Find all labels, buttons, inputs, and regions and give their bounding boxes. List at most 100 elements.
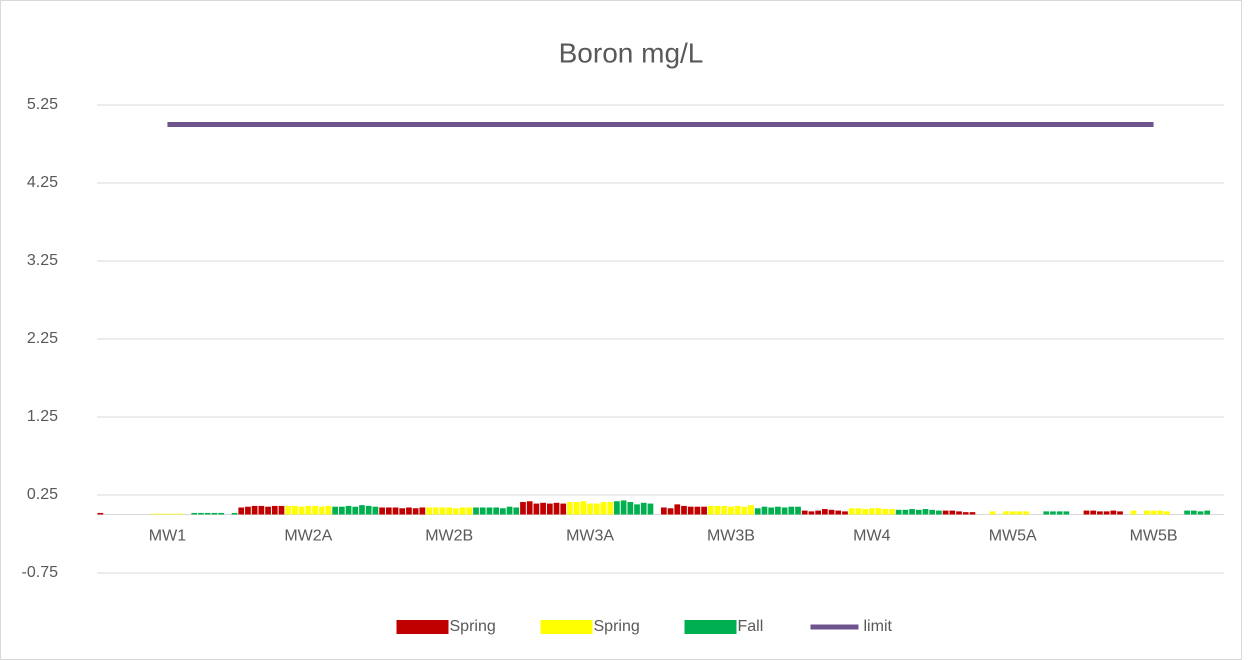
bar <box>513 507 520 515</box>
bar <box>1157 510 1164 515</box>
bar <box>473 507 479 515</box>
x-tick-label: MW3B <box>707 528 755 545</box>
bar <box>855 508 862 515</box>
bar <box>909 509 915 515</box>
bar <box>929 509 936 515</box>
bar <box>808 511 815 515</box>
bar <box>1103 511 1110 515</box>
bar <box>1110 510 1117 515</box>
bar <box>848 508 855 515</box>
bar <box>775 506 781 515</box>
bar <box>694 506 701 515</box>
bar <box>305 505 312 515</box>
bar <box>171 513 177 515</box>
bar <box>734 505 741 515</box>
bar <box>902 509 909 515</box>
bar <box>479 507 486 515</box>
bar <box>453 508 459 515</box>
bar <box>1090 510 1097 515</box>
bar <box>781 507 788 515</box>
bar <box>989 511 996 515</box>
bar <box>842 511 848 515</box>
bar <box>969 512 976 515</box>
bar <box>412 508 419 515</box>
bar <box>493 507 499 515</box>
bar <box>553 502 560 515</box>
bar <box>1056 511 1063 515</box>
legend-swatch <box>684 620 737 634</box>
y-tick-label: 1.25 <box>27 408 58 425</box>
y-tick-label: 5.25 <box>27 96 58 113</box>
bar <box>748 505 754 515</box>
x-tick-label: MW2A <box>284 528 332 545</box>
bar <box>392 507 399 515</box>
bar <box>728 506 734 515</box>
bar <box>640 502 647 515</box>
bar <box>1083 510 1090 515</box>
bar <box>285 505 292 515</box>
bar <box>1097 511 1103 515</box>
bar <box>828 509 835 515</box>
bar <box>580 501 587 515</box>
bar <box>936 510 942 515</box>
bar <box>761 506 768 515</box>
bar <box>754 508 761 515</box>
bar <box>1197 511 1204 515</box>
bar <box>204 512 211 515</box>
bar <box>862 509 868 515</box>
bar <box>607 502 614 515</box>
bar <box>419 507 426 515</box>
bar <box>546 503 553 515</box>
bar <box>701 506 707 515</box>
bar <box>620 500 627 515</box>
bar <box>647 503 654 515</box>
bar <box>1043 511 1050 515</box>
bar <box>560 503 567 515</box>
bar <box>426 507 432 515</box>
bar <box>627 502 634 515</box>
bar <box>157 513 164 515</box>
bar <box>741 506 748 515</box>
bar <box>956 511 962 515</box>
bar <box>345 505 352 515</box>
bar <box>466 507 473 515</box>
bar <box>325 505 332 515</box>
bar <box>372 506 379 515</box>
bar <box>1150 510 1157 515</box>
legend-label: Spring <box>594 618 640 635</box>
bar <box>251 505 258 515</box>
chart-title: Boron mg/L <box>559 37 704 68</box>
bar <box>707 505 714 515</box>
bar <box>889 509 895 515</box>
bar <box>459 507 466 515</box>
bar <box>815 510 821 515</box>
legend-label: Fall <box>738 618 764 635</box>
bar <box>245 506 251 515</box>
bar <box>1164 511 1170 515</box>
bar <box>432 507 439 515</box>
bar <box>1063 511 1070 515</box>
legend-label: limit <box>864 618 893 635</box>
bar <box>298 506 305 515</box>
bar <box>332 506 338 515</box>
legend-swatch <box>540 620 593 634</box>
bar <box>486 507 493 515</box>
x-tick-label: MW3A <box>566 528 614 545</box>
x-tick-label: MW4 <box>853 528 890 545</box>
bar <box>1050 511 1056 515</box>
bar <box>352 506 359 515</box>
bar <box>681 505 687 515</box>
bar <box>500 508 506 515</box>
bar <box>788 506 795 515</box>
bar <box>1204 510 1211 515</box>
bar <box>942 510 949 515</box>
bar <box>768 507 775 515</box>
legend-swatch <box>396 620 449 634</box>
x-tick-label: MW5A <box>989 528 1037 545</box>
bar <box>278 505 285 515</box>
bar <box>238 507 245 515</box>
bar <box>835 510 842 515</box>
bar <box>895 509 902 515</box>
bar <box>915 509 922 515</box>
bar <box>573 502 580 515</box>
